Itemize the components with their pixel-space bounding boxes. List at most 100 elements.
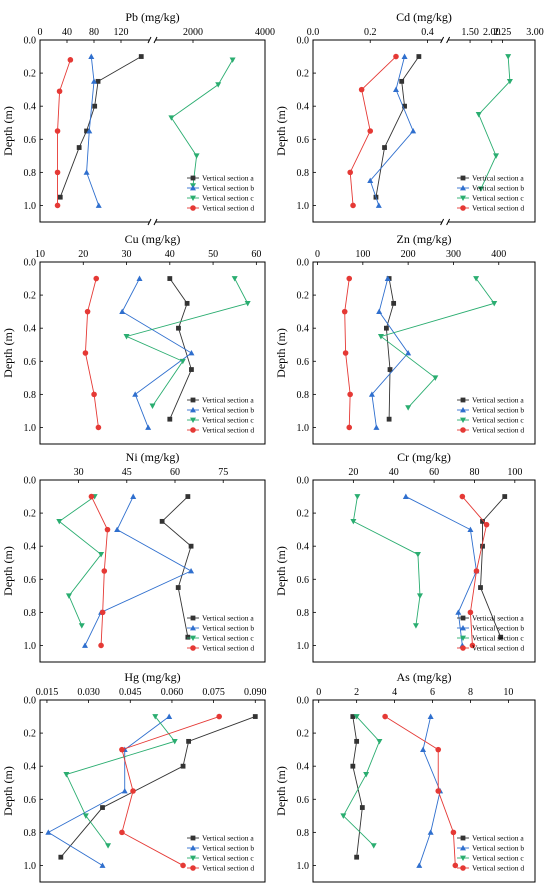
x-tick-label: 0.060 xyxy=(161,687,184,698)
data-point-d xyxy=(99,609,106,616)
legend-label-d: Vertical section d xyxy=(472,644,524,653)
data-point-c xyxy=(376,738,383,745)
series-line-c xyxy=(379,278,495,408)
x-tick-label: 80 xyxy=(469,467,479,478)
data-point-d xyxy=(130,788,136,794)
chart-title: Cr (mg/kg) xyxy=(397,450,451,464)
data-point-d xyxy=(473,568,480,574)
data-point-d xyxy=(54,169,61,176)
legend-label-c: Vertical section c xyxy=(202,854,254,863)
data-point-b xyxy=(166,713,173,719)
y-tick-label: 0.8 xyxy=(297,828,310,839)
legend-marker-a xyxy=(190,397,196,403)
data-point-c xyxy=(171,738,178,745)
data-point-d xyxy=(358,86,365,93)
data-point-d xyxy=(56,88,63,95)
chart-title: Hg (mg/kg) xyxy=(124,670,180,684)
y-tick-label: 0.0 xyxy=(24,36,37,47)
legend-label-d: Vertical section d xyxy=(202,864,254,873)
data-point-b xyxy=(88,53,95,59)
data-point-b xyxy=(114,526,121,533)
legend-marker-b xyxy=(460,185,466,191)
legend-marker-b xyxy=(190,845,196,851)
x-tick-label: 4 xyxy=(392,687,397,698)
data-point-b xyxy=(188,568,195,574)
y-tick-label: 0.8 xyxy=(297,608,310,619)
y-tick-label: 0.4 xyxy=(24,542,37,553)
data-point-a xyxy=(416,54,422,59)
data-point-b xyxy=(99,862,106,868)
series-line-a xyxy=(59,56,142,198)
data-point-a xyxy=(350,763,356,769)
data-point-c xyxy=(432,375,439,381)
data-point-a xyxy=(478,585,483,590)
axis-break-mark xyxy=(147,218,152,226)
y-tick-label: 0.6 xyxy=(24,575,37,586)
data-point-d xyxy=(216,713,222,720)
data-point-c xyxy=(123,334,130,340)
x-tick-label: 45 xyxy=(122,467,132,478)
data-point-b xyxy=(405,350,412,356)
x-tick-label: 20 xyxy=(78,249,88,260)
data-point-c xyxy=(82,813,89,819)
legend-label-a: Vertical section a xyxy=(202,834,254,843)
data-point-a xyxy=(184,300,190,306)
legend-label-d: Vertical section d xyxy=(472,864,524,873)
series-line-a xyxy=(385,278,395,420)
data-point-b xyxy=(145,424,152,430)
data-point-d xyxy=(54,202,61,209)
x-tick-label: 3.00 xyxy=(526,27,544,38)
series-line-c xyxy=(65,716,176,846)
chart-title: As (mg/kg) xyxy=(397,670,452,684)
x-tick-label: 40 xyxy=(165,249,175,260)
legend-label-c: Vertical section c xyxy=(202,416,254,425)
data-point-a xyxy=(502,494,508,499)
legend-label-c: Vertical section c xyxy=(472,416,524,425)
data-point-c xyxy=(370,843,377,849)
legend-marker-d xyxy=(460,427,466,433)
legend-marker-c xyxy=(460,195,466,201)
data-point-a xyxy=(498,634,504,640)
x-tick-label: 0 xyxy=(38,27,43,38)
y-tick-label: 0.6 xyxy=(297,795,310,806)
data-point-b xyxy=(375,202,382,208)
series-line-c xyxy=(352,496,421,626)
x-tick-label: 100 xyxy=(507,467,522,478)
data-point-d xyxy=(347,169,353,176)
data-point-c xyxy=(98,552,105,558)
x-tick-label: 75 xyxy=(218,467,228,478)
series-line-c xyxy=(170,59,233,186)
data-point-a xyxy=(382,145,387,150)
legend-label-a: Vertical section a xyxy=(472,396,524,405)
legend-label-a: Vertical section a xyxy=(202,614,254,623)
y-tick-label: 0.4 xyxy=(297,762,310,773)
y-tick-label: 0.6 xyxy=(24,795,37,806)
data-point-b xyxy=(455,609,462,615)
data-point-d xyxy=(91,391,97,398)
y-tick-label: 0.4 xyxy=(24,102,37,113)
data-point-d xyxy=(93,275,100,282)
chart-title: Zn (mg/kg) xyxy=(397,232,452,246)
data-point-d xyxy=(452,862,459,869)
data-point-b xyxy=(82,642,88,648)
legend-marker-b xyxy=(190,625,196,631)
data-point-b xyxy=(402,493,409,499)
data-point-a xyxy=(138,54,144,59)
y-tick-label: 0.8 xyxy=(24,828,37,839)
plot-frame xyxy=(312,479,536,663)
y-tick-label: 0.6 xyxy=(297,575,310,586)
y-axis-label: Depth (m) xyxy=(1,328,15,378)
data-point-c xyxy=(229,57,236,63)
y-axis-label: Depth (m) xyxy=(274,546,288,596)
legend-marker-a xyxy=(190,615,196,621)
y-tick-label: 0.0 xyxy=(297,476,310,487)
data-point-a xyxy=(188,543,194,549)
data-point-b xyxy=(95,202,102,208)
data-point-b xyxy=(121,788,128,794)
y-tick-label: 0.6 xyxy=(297,357,310,368)
y-tick-label: 0.0 xyxy=(297,36,310,47)
y-tick-label: 1.0 xyxy=(297,861,310,872)
y-tick-label: 1.0 xyxy=(24,423,37,434)
series-line-d xyxy=(349,56,397,206)
